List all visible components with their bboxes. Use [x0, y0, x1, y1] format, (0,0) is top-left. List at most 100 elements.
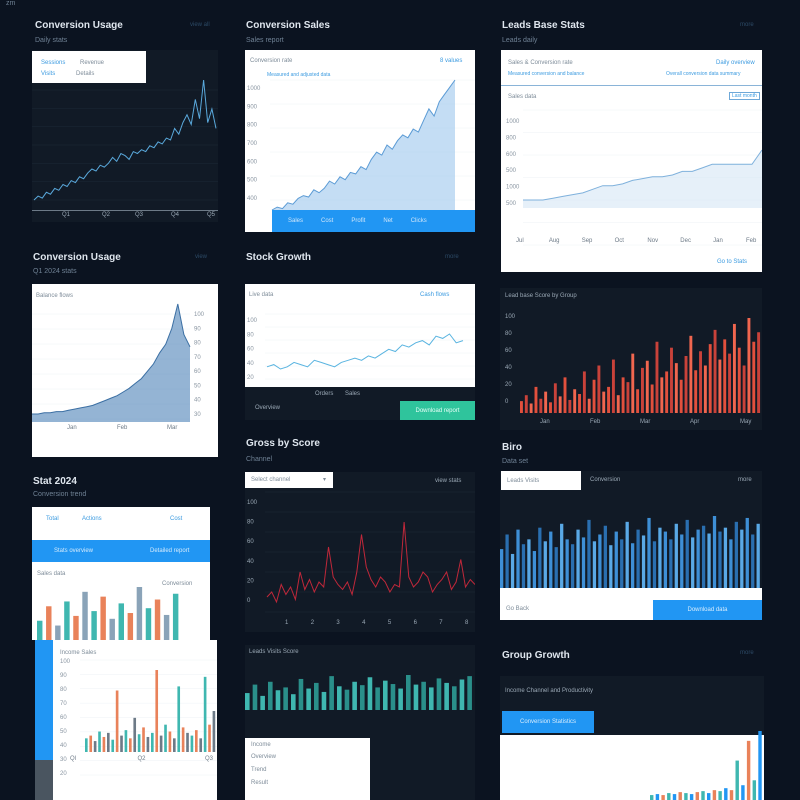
download-data-button[interactable]: Download data	[653, 600, 762, 620]
footer-item[interactable]: Sales	[345, 391, 361, 397]
panel8-link[interactable]: view stats	[435, 478, 462, 484]
panel5-header: Live data	[249, 292, 274, 298]
p6-bar	[582, 371, 586, 413]
x-tick: Ql	[70, 756, 76, 762]
panel5-link[interactable]: more	[445, 254, 459, 260]
p6-bar	[563, 377, 567, 413]
panel1-chart: Sessions Revenue Visits Details Q1 Q2 Q3…	[32, 50, 218, 222]
panel1-legend: Sessions Revenue Visits Details	[32, 51, 146, 83]
y-tick: 50	[60, 729, 67, 735]
panel9-header-text: Leads Visits	[507, 478, 540, 484]
p6-bar	[747, 318, 751, 413]
dropdown-value: Select channel	[251, 477, 291, 483]
x-tick: Mar	[640, 419, 650, 425]
panel12-link[interactable]: more	[740, 650, 754, 656]
p10-bar	[173, 738, 176, 752]
p7-bar	[46, 606, 52, 640]
p9-bar	[505, 534, 509, 588]
panel3-footer-link[interactable]: Go to Stats	[717, 259, 748, 265]
panel7-button-bar: Stats overview Detailed report	[32, 540, 210, 562]
panel9-link[interactable]: more	[738, 477, 752, 483]
footer-tab[interactable]: Cost	[321, 218, 334, 224]
y-tick: 20	[247, 375, 254, 381]
panel2-header: Conversion rate	[250, 58, 293, 64]
y-tick: 0	[505, 399, 509, 405]
conversion-statistics-button[interactable]: Conversion Statistics	[502, 711, 594, 733]
p6-bar	[641, 367, 644, 413]
p6-bar	[636, 389, 640, 413]
panel2-link[interactable]: 8 values	[440, 58, 463, 64]
p6-bar	[694, 370, 698, 413]
y-tick: 600	[247, 159, 258, 165]
panel3-title: Leads Base Stats	[502, 20, 585, 31]
p9-bar	[680, 534, 684, 588]
tab[interactable]: Actions	[82, 516, 102, 522]
panel1-line-chart	[32, 79, 218, 201]
p6-bar	[529, 403, 533, 413]
tab[interactable]: Cost	[170, 516, 183, 522]
p10-bar	[129, 738, 132, 752]
panel2-title: Conversion Sales	[246, 20, 330, 31]
p6-bar	[626, 382, 630, 413]
p12-bar	[655, 794, 660, 800]
panel12-bar-chart	[650, 731, 762, 800]
panel3-dropdown[interactable]: Last month	[729, 92, 760, 100]
footer-tab[interactable]: Net	[383, 218, 393, 224]
p9-bar	[718, 531, 722, 588]
download-report-button[interactable]: Download report	[400, 401, 475, 420]
footer-item[interactable]: Orders	[315, 391, 334, 397]
detailed-report-button[interactable]: Detailed report	[150, 548, 190, 554]
p9-bar	[723, 527, 728, 588]
p12-bar	[741, 785, 745, 800]
p10-bar	[124, 730, 128, 752]
tab[interactable]: Total	[46, 516, 59, 522]
y-tick: 60	[505, 348, 512, 354]
p6-bar	[708, 344, 712, 413]
p6-bar	[602, 391, 606, 413]
y-tick: 40	[60, 743, 67, 749]
panel1-link[interactable]: view all	[190, 22, 210, 28]
panel2-chart: Conversion rate 8 values Measured and ad…	[245, 50, 475, 232]
panel2-area-chart: 1000 900 800 700 600 500 400	[247, 79, 475, 218]
x-tick: 2	[311, 620, 315, 626]
panel4-link[interactable]: view	[195, 254, 208, 260]
footer-tab[interactable]: Profit	[351, 218, 366, 224]
p12-bar	[678, 792, 682, 800]
y-tick: 80	[505, 331, 512, 337]
p11-bar	[252, 684, 258, 710]
y-tick: 700	[247, 141, 258, 147]
x-tick: Feb	[746, 238, 757, 244]
p9-bar	[620, 539, 624, 588]
p6-bar	[645, 360, 649, 413]
p6-bar	[534, 386, 538, 413]
footer-tab[interactable]: Clicks	[410, 218, 427, 224]
panel9-footer: Go Back Download data	[500, 588, 762, 620]
y-tick: 500	[506, 168, 517, 174]
p11-bar	[467, 676, 472, 710]
panel12-chart: Income Channel and Productivity Conversi…	[500, 676, 764, 800]
x-tick: Aug	[549, 238, 560, 244]
panel2-legend: Measured and adjusted data	[267, 72, 331, 78]
p11-bar	[306, 688, 311, 710]
channel-dropdown[interactable]: Select channel ▾	[245, 472, 333, 488]
panel8-subtitle: Channel	[246, 456, 273, 463]
panel3-link[interactable]: more	[740, 22, 754, 28]
chevron-down-icon: ▾	[323, 477, 327, 483]
p10-bar	[199, 738, 203, 752]
footer-tab[interactable]: Sales	[288, 218, 304, 224]
p9-bar	[587, 519, 591, 588]
p9-bar	[707, 533, 711, 588]
panel1-subtitle: Daily stats	[35, 37, 68, 44]
footer-item[interactable]: Overview	[255, 405, 281, 411]
go-back-link[interactable]: Go Back	[506, 606, 530, 612]
p9-bar	[581, 537, 586, 588]
p12-bar	[689, 794, 694, 800]
p9-bar	[570, 544, 575, 588]
x-tick: 6	[414, 620, 418, 626]
stats-overview-button[interactable]: Stats overview	[54, 548, 94, 554]
x-tick: 3	[336, 620, 340, 626]
p9-bar	[691, 537, 695, 588]
p7-bar	[163, 614, 170, 640]
p11-bar	[383, 680, 388, 710]
p9-bar	[614, 531, 618, 588]
